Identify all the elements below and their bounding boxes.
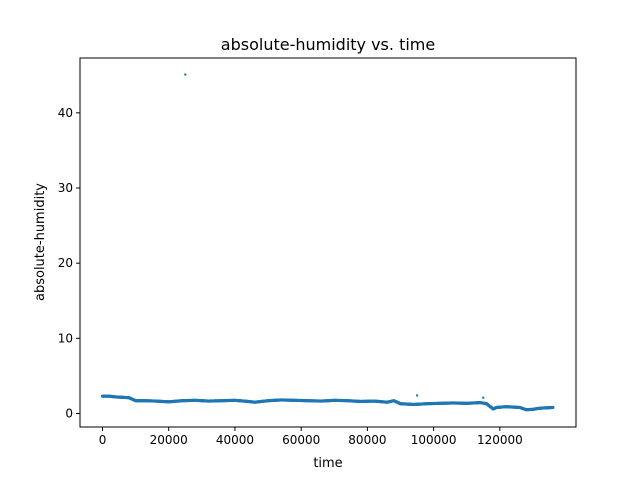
y-tick-label: 20	[58, 256, 73, 270]
plot-frame	[79, 57, 577, 428]
x-tick-label: 0	[99, 433, 107, 447]
y-axis-ticks: 0 10 20 30 40	[58, 106, 80, 420]
x-tick-label: 120000	[477, 433, 523, 447]
y-tick-label: 10	[58, 331, 73, 345]
chart-title: absolute-humidity vs. time	[221, 35, 435, 54]
y-tick-label: 30	[58, 181, 73, 195]
outlier-point	[184, 73, 187, 76]
x-axis-label: time	[313, 456, 342, 471]
x-tick-label: 60000	[282, 433, 320, 447]
data-point	[551, 405, 555, 410]
x-axis-ticks: 0 20000 40000 60000 80000 100000 120000	[99, 427, 523, 447]
y-tick-label: 0	[65, 406, 73, 420]
outlier-point	[415, 394, 419, 397]
x-tick-label: 80000	[348, 433, 386, 447]
x-tick-label: 40000	[216, 433, 254, 447]
outlier-point	[482, 396, 485, 399]
y-tick-label: 40	[58, 106, 73, 120]
x-tick-label: 20000	[150, 433, 188, 447]
y-axis-label: absolute-humidity	[33, 183, 48, 301]
data-points	[100, 73, 555, 412]
x-tick-label: 100000	[411, 433, 457, 447]
